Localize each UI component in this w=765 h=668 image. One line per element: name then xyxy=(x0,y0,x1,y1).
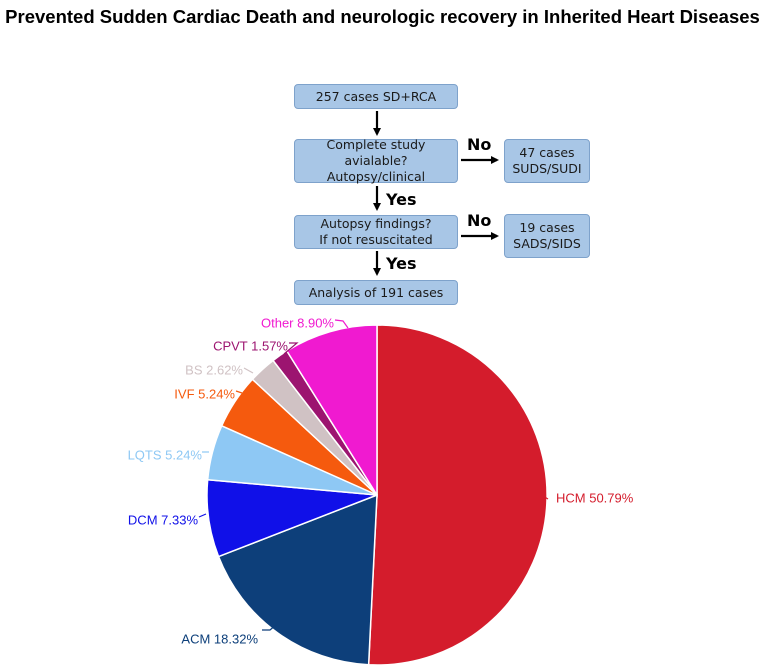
flow-start-box: 257 cases SD+RCA xyxy=(294,84,458,109)
pie-label-cpvt: CPVT 1.57% xyxy=(213,338,288,353)
flow-outcome2-line1: 19 cases xyxy=(519,220,575,235)
flow-start-text: 257 cases SD+RCA xyxy=(315,88,437,104)
flow-end-text: Analysis of 191 cases xyxy=(308,284,444,300)
flow-question2-box: Autopsy findings? If not resuscitated xyxy=(294,215,458,249)
pie-leader-acm xyxy=(262,623,278,631)
flow-yes1-label: Yes xyxy=(386,190,417,209)
pie-leader-dcm xyxy=(198,513,207,518)
flow-outcome2-line2: SADS/SIDS xyxy=(513,236,581,251)
flow-question1-box: Complete study avialable? Autopsy/clinic… xyxy=(294,137,458,184)
pie-label-hcm: HCM 50.79% xyxy=(556,490,634,505)
pie-leader-bs xyxy=(243,367,254,374)
flow-yes2-label: Yes xyxy=(386,254,417,273)
flow-question2-line1: Autopsy findings? xyxy=(320,216,432,231)
flow-question1-line1: Complete study avialable? xyxy=(326,137,426,168)
flow-outcome2-box: 19 cases SADS/SIDS xyxy=(504,214,590,258)
pie-leader-ivf xyxy=(235,390,243,394)
flow-outcome1-line1: 47 cases xyxy=(519,145,575,160)
pie-label-other: Other 8.90% xyxy=(261,315,334,330)
pie-leader-other xyxy=(334,319,349,329)
pie-label-dcm: DCM 7.33% xyxy=(128,512,199,527)
pie-leader-hcm xyxy=(542,495,549,500)
flow-no1-label: No xyxy=(467,135,492,154)
flow-outcome1-line2: SUDS/SUDI xyxy=(512,161,582,176)
pie-label-lqts: LQTS 5.24% xyxy=(128,447,203,462)
flow-question2-line2: If not resuscitated xyxy=(319,232,433,247)
pie-leader-cpvt xyxy=(283,342,299,355)
flow-no2-label: No xyxy=(467,211,492,230)
flow-end-box: Analysis of 191 cases xyxy=(294,280,458,305)
pie-chart xyxy=(206,324,548,666)
pie-label-bs: BS 2.62% xyxy=(185,362,243,377)
figure-title: Prevented Sudden Cardiac Death and neuro… xyxy=(5,6,760,27)
flow-question1-line2: Autopsy/clinical xyxy=(326,169,426,184)
pie-slice-hcm xyxy=(367,324,548,666)
flow-outcome1-box: 47 cases SUDS/SUDI xyxy=(504,139,590,183)
pie-slice-acm xyxy=(217,493,378,666)
pie-labels: HCM 50.79% ACM 18.32% DCM 7.33% LQTS 5.24% I… xyxy=(128,315,634,646)
pie-label-acm: ACM 18.32% xyxy=(181,631,258,646)
pie-label-ivf: IVF 5.24% xyxy=(174,386,235,401)
